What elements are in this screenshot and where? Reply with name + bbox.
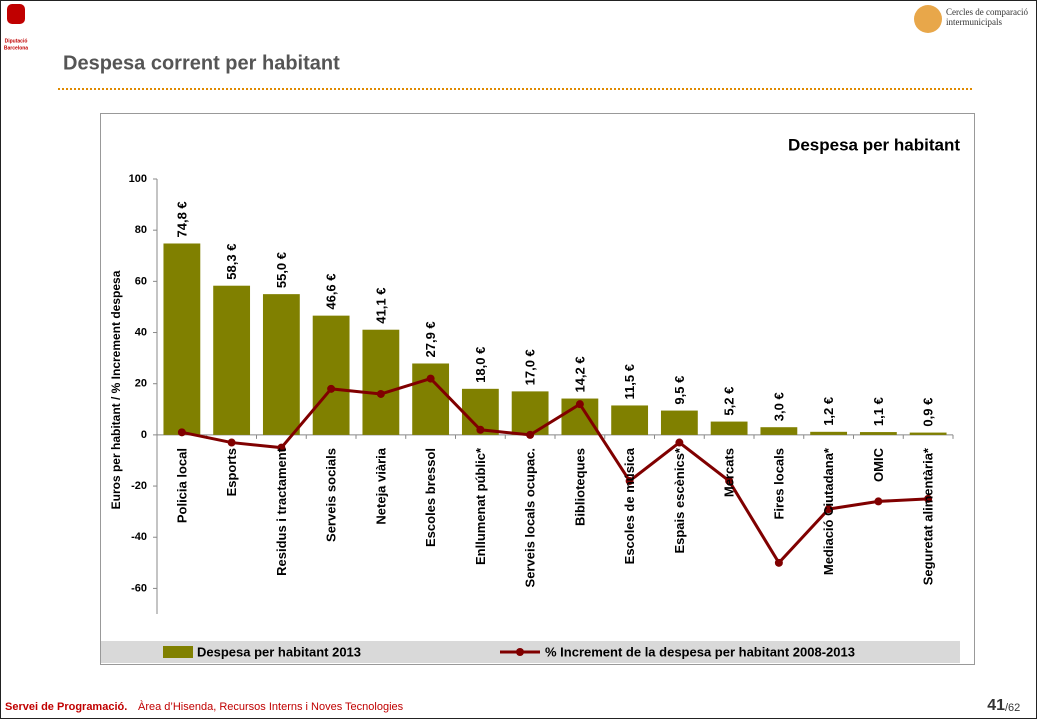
badge-text: Cercles de comparació [946,7,1028,17]
x-tick-label: Escoles de música [622,447,637,564]
x-tick-label: Mediació Ciutadana* [821,447,836,575]
line-marker [227,438,236,447]
bar [412,363,450,435]
bar [312,315,350,435]
legend-label: % Increment de la despesa per habitant 2… [545,644,855,659]
x-tick-label: Espais escènics* [672,447,687,553]
line-marker [625,476,634,485]
bar [710,421,748,435]
bar [909,432,947,435]
line-marker [874,497,883,506]
y-tick-label: -60 [131,582,147,594]
footer-bold: Servei de Programació. [5,701,127,713]
x-tick-label: Biblioteques [572,448,587,526]
bar [760,427,798,435]
line-marker [327,384,336,393]
bar [611,405,649,435]
line-marker [277,443,286,452]
y-tick-label: 100 [129,173,147,185]
bar [660,410,698,435]
line-marker [675,438,684,447]
value-label: 55,0 € [274,252,289,288]
slide-title: Despesa corrent per habitant [63,52,340,74]
x-tick-label: Residus i tractament [274,447,289,576]
x-tick-label: Esports [224,448,239,496]
x-tick-label: OMIC [871,447,886,482]
line-marker [575,400,584,409]
line-marker [426,374,435,383]
logo-text: Barcelona [4,45,28,51]
line-marker [824,505,833,514]
y-tick-label: 60 [135,275,147,287]
value-label: 14,2 € [572,356,587,392]
value-label: 9,5 € [672,376,687,405]
y-tick-label: -40 [131,531,147,543]
line-marker [526,430,535,439]
y-axis-label: Euros per habitant / % Increment despesa [109,270,123,509]
value-label: 18,0 € [473,347,488,383]
x-tick-label: Mercats [722,448,737,497]
bar [859,432,897,435]
legend-swatch [163,646,193,658]
value-label: 46,6 € [324,273,339,309]
line [181,376,929,566]
bar [262,294,300,435]
value-label: 5,2 € [722,387,737,416]
y-tick-label: 0 [141,429,147,441]
value-label: 11,5 € [622,364,637,399]
y-tick-label: -20 [131,480,147,492]
bar [163,243,201,435]
x-tick-label: Neteja viària [373,447,388,524]
value-label: 0,9 € [921,398,936,427]
legend-marker [516,648,524,656]
y-tick-label: 20 [135,378,147,390]
logo-icon [7,4,25,24]
legend-label: Despesa per habitant 2013 [197,644,361,659]
line-marker [774,558,783,567]
x-tick-label: Enllumenat públic* [473,447,488,565]
bar [362,329,400,435]
footer-text: Àrea d’Hisenda, Recursos Interns i Noves… [138,700,404,713]
value-label: 1,2 € [821,397,836,426]
bar [213,285,251,435]
page-number: 41 [987,697,1005,714]
value-label: 74,8 € [174,201,189,237]
value-label: 17,0 € [523,349,538,385]
y-tick-label: 80 [135,224,147,236]
line-marker [476,425,485,434]
x-tick-label: Policia local [174,448,189,523]
value-label: 58,3 € [224,244,239,280]
value-label: 1,1 € [871,397,886,426]
x-tick-label: Serveis locals ocupac. [523,448,538,587]
line-marker [725,476,734,485]
line-marker [924,494,933,503]
line-marker [376,389,385,398]
x-tick-label: Fires locals [771,448,786,520]
chart-title: Despesa per habitant [788,135,960,154]
logo-text: Diputació [5,38,28,44]
page-total: /62 [1005,702,1020,714]
value-label: 41,1 € [373,288,388,324]
badge-text: intermunicipals [946,17,1002,27]
value-label: 27,9 € [423,321,438,357]
value-label: 3,0 € [771,392,786,421]
y-tick-label: 40 [135,326,147,338]
x-tick-label: Seguretat alimentària* [921,447,936,585]
x-tick-label: Serveis socials [324,448,339,542]
x-tick-label: Escoles bressol [423,448,438,547]
badge-icon [914,5,942,33]
bar [810,431,848,435]
line-marker [177,428,186,437]
